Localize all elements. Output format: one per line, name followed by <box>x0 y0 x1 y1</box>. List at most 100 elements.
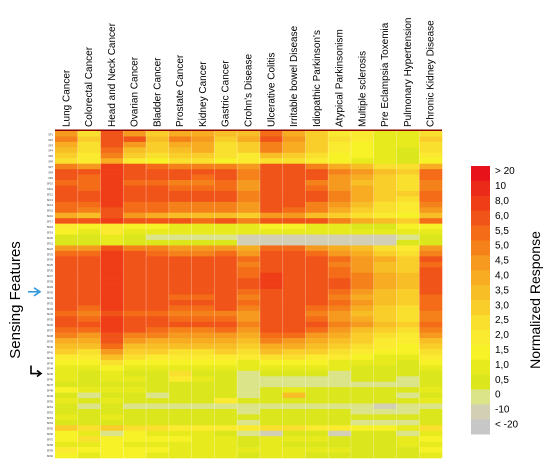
heatmap-cell <box>77 174 101 181</box>
legend-swatch <box>471 389 490 405</box>
heatmap-cell <box>282 245 306 252</box>
heatmap-cell <box>214 294 238 301</box>
heatmap-cell <box>328 272 352 279</box>
heatmap-cell <box>282 289 306 295</box>
heatmap-cell <box>55 316 79 323</box>
heatmap-cell <box>191 419 215 426</box>
heatmap-cell <box>350 223 374 230</box>
heatmap-cell <box>237 201 261 208</box>
heatmap-cell <box>168 201 192 208</box>
heatmap-cell <box>237 403 261 410</box>
heatmap-cell <box>214 212 238 219</box>
heatmap-cell <box>282 180 306 186</box>
heatmap-cell <box>237 299 261 306</box>
heatmap-cell <box>396 376 420 382</box>
heatmap-cell <box>419 419 443 426</box>
heatmap-cell <box>100 316 124 323</box>
heatmap-cell <box>77 229 101 235</box>
heatmap-cell <box>328 447 352 453</box>
heatmap-cell <box>146 207 170 214</box>
column-label: Gastric Cancer <box>221 60 232 127</box>
heatmap-cell <box>350 354 374 361</box>
heatmap-cell <box>305 321 329 328</box>
heatmap-cell <box>259 218 283 224</box>
heatmap-cell <box>419 321 443 328</box>
heatmap-cell <box>396 436 420 442</box>
heatmap-cell <box>259 174 283 181</box>
column-label: Irritable bowel Disease <box>289 25 300 127</box>
heatmap-cell <box>350 408 374 415</box>
heatmap-cell <box>305 250 329 257</box>
heatmap-cell <box>123 332 147 339</box>
heatmap-cell <box>191 381 215 388</box>
heatmap-cell <box>191 229 215 235</box>
heatmap-cell <box>146 365 170 372</box>
heatmap-cell <box>419 212 443 219</box>
heatmap-cell <box>55 376 79 382</box>
heatmap-cell <box>55 365 79 372</box>
heatmap-cell <box>328 392 352 399</box>
heatmap-cell <box>419 223 443 230</box>
heatmap-cell <box>100 419 124 426</box>
legend-swatch <box>471 300 490 316</box>
heatmap-cell <box>168 152 192 159</box>
heatmap-cell <box>146 387 170 393</box>
heatmap-cell <box>77 190 101 197</box>
heatmap-cell <box>55 332 79 339</box>
heatmap-cell <box>123 229 147 235</box>
heatmap-cell <box>123 261 147 268</box>
heatmap-cell <box>396 398 420 404</box>
heatmap-cell <box>55 343 79 350</box>
column-label: Lung Cancer <box>61 69 72 127</box>
heatmap-cell <box>77 152 101 159</box>
heatmap-cell <box>100 180 124 186</box>
heatmap-cell <box>350 141 374 148</box>
heatmap-cell <box>237 185 261 192</box>
heatmap-cell <box>168 441 192 448</box>
heatmap-cell <box>191 261 215 268</box>
legend-swatch <box>471 210 490 226</box>
heatmap-cell <box>350 327 374 333</box>
arrow-right-icon <box>28 287 42 297</box>
heatmap-cell <box>396 316 420 323</box>
heatmap-cell <box>77 223 101 230</box>
heatmap-cell <box>350 229 374 235</box>
heatmap-cell <box>123 147 147 154</box>
heatmap-cell <box>237 229 261 235</box>
heatmap-cell <box>373 131 397 137</box>
heatmap-cell <box>419 245 443 252</box>
heatmap-cell <box>282 430 306 437</box>
heatmap-cell <box>305 141 329 148</box>
heatmap-cell <box>214 267 238 273</box>
heatmap-cell <box>282 354 306 361</box>
heatmap-cell <box>55 180 79 186</box>
heatmap-cell <box>328 452 352 459</box>
heatmap-cell <box>259 381 283 388</box>
heatmap-cell <box>328 278 352 284</box>
heatmap-cell <box>373 152 397 159</box>
heatmap-cell <box>237 147 261 154</box>
heatmap-cell <box>419 349 443 355</box>
heatmap-cell <box>77 267 101 273</box>
heatmap-cell <box>419 305 443 312</box>
row-label: SF18 <box>47 225 54 229</box>
heatmap-cell <box>214 452 238 459</box>
heatmap-cell <box>168 349 192 355</box>
heatmap-cell <box>123 131 147 137</box>
heatmap-cell <box>282 212 306 219</box>
heatmap-cell <box>373 212 397 219</box>
heatmap-cell <box>214 152 238 159</box>
heatmap-cell <box>396 408 420 415</box>
heatmap-cell <box>237 408 261 415</box>
heatmap-cell <box>350 147 374 154</box>
heatmap-cell <box>123 256 147 263</box>
heatmap-cell <box>77 343 101 350</box>
heatmap-cell <box>305 349 329 355</box>
heatmap-cell <box>77 294 101 301</box>
heatmap-cell <box>396 207 420 214</box>
heatmap-cell <box>305 359 329 366</box>
heatmap-cell <box>214 240 238 246</box>
heatmap-cell <box>55 245 79 252</box>
heatmap-cell <box>123 359 147 366</box>
heatmap-cell <box>396 201 420 208</box>
